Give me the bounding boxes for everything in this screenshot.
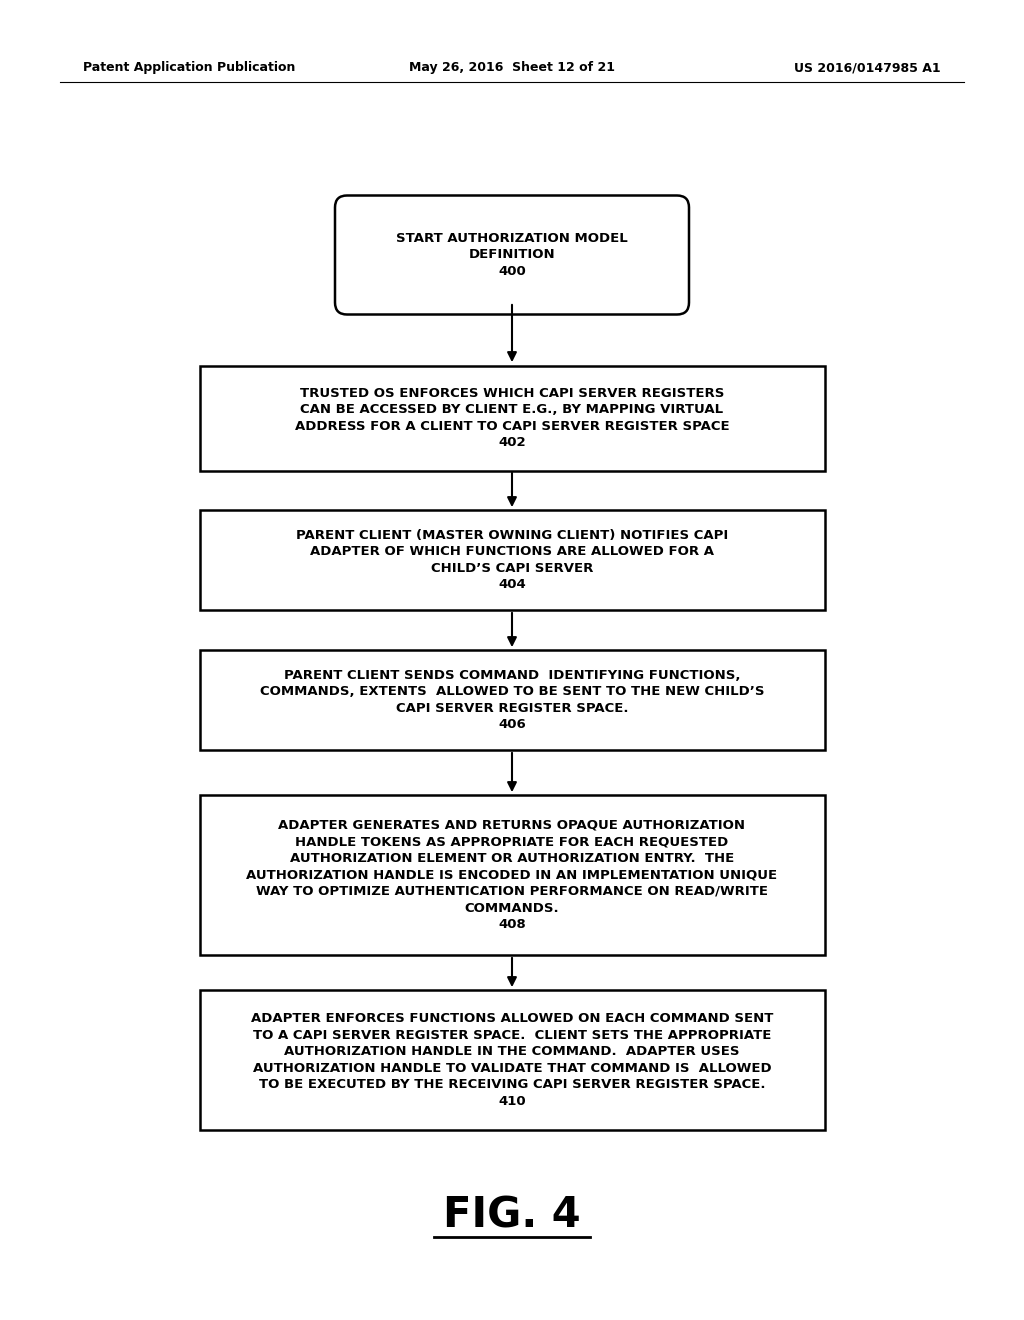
Text: PARENT CLIENT (MASTER OWNING CLIENT) NOTIFIES CAPI
ADAPTER OF WHICH FUNCTIONS AR: PARENT CLIENT (MASTER OWNING CLIENT) NOT… bbox=[296, 529, 728, 591]
Bar bbox=[200, 990, 824, 1130]
Text: FIG. 4: FIG. 4 bbox=[443, 1195, 581, 1236]
Text: ADAPTER ENFORCES FUNCTIONS ALLOWED ON EACH COMMAND SENT
TO A CAPI SERVER REGISTE: ADAPTER ENFORCES FUNCTIONS ALLOWED ON EA… bbox=[251, 1012, 773, 1107]
Text: TRUSTED OS ENFORCES WHICH CAPI SERVER REGISTERS
CAN BE ACCESSED BY CLIENT E.G., : TRUSTED OS ENFORCES WHICH CAPI SERVER RE… bbox=[295, 387, 729, 449]
Bar bbox=[200, 510, 824, 610]
Text: START AUTHORIZATION MODEL
DEFINITION
400: START AUTHORIZATION MODEL DEFINITION 400 bbox=[396, 232, 628, 279]
Text: PARENT CLIENT SENDS COMMAND  IDENTIFYING FUNCTIONS,
COMMANDS, EXTENTS  ALLOWED T: PARENT CLIENT SENDS COMMAND IDENTIFYING … bbox=[260, 669, 764, 731]
Bar bbox=[200, 795, 824, 954]
Text: May 26, 2016  Sheet 12 of 21: May 26, 2016 Sheet 12 of 21 bbox=[409, 62, 615, 74]
Text: ADAPTER GENERATES AND RETURNS OPAQUE AUTHORIZATION
HANDLE TOKENS AS APPROPRIATE : ADAPTER GENERATES AND RETURNS OPAQUE AUT… bbox=[247, 818, 777, 931]
Text: US 2016/0147985 A1: US 2016/0147985 A1 bbox=[795, 62, 941, 74]
Bar bbox=[200, 649, 824, 750]
FancyBboxPatch shape bbox=[335, 195, 689, 314]
Bar bbox=[200, 366, 824, 470]
Text: Patent Application Publication: Patent Application Publication bbox=[83, 62, 295, 74]
